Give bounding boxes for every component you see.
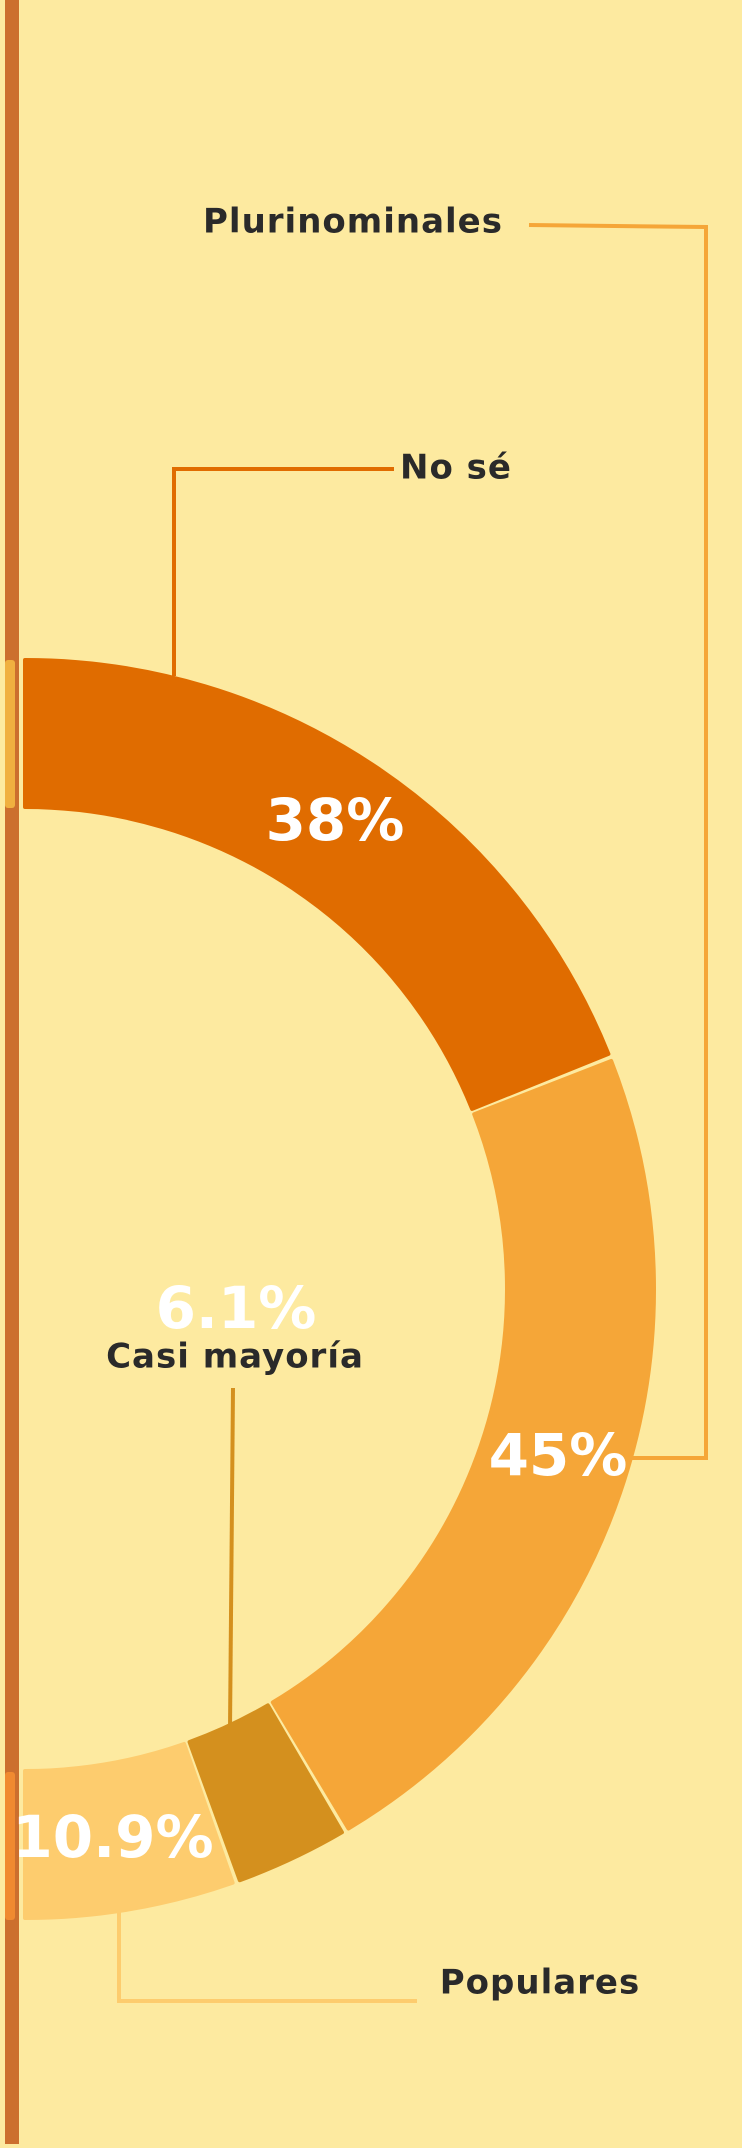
leader-lines	[117, 223, 708, 2003]
donut-segment	[23, 658, 611, 1111]
left-border	[5, 0, 19, 2144]
category-label: Casi mayoría	[106, 1337, 364, 1377]
segment-label: 6.1%	[156, 1274, 317, 1342]
category-label: Plurinominales	[203, 202, 503, 242]
leader-line	[528, 223, 708, 1460]
category-label: No sé	[400, 448, 512, 488]
category-label: Populares	[440, 1963, 640, 2003]
donut-segment	[187, 1703, 344, 1883]
leader-line	[117, 1910, 417, 2003]
donut-segment	[23, 1741, 235, 1920]
donut-segment	[270, 1058, 656, 1831]
segment-label: 45%	[489, 1421, 628, 1489]
leader-line	[172, 467, 394, 676]
segment-label: 10.9%	[12, 1803, 213, 1871]
tab	[5, 660, 15, 808]
segment-label: 38%	[266, 786, 405, 854]
tab	[5, 1772, 15, 1920]
leader-line	[228, 1387, 235, 1730]
